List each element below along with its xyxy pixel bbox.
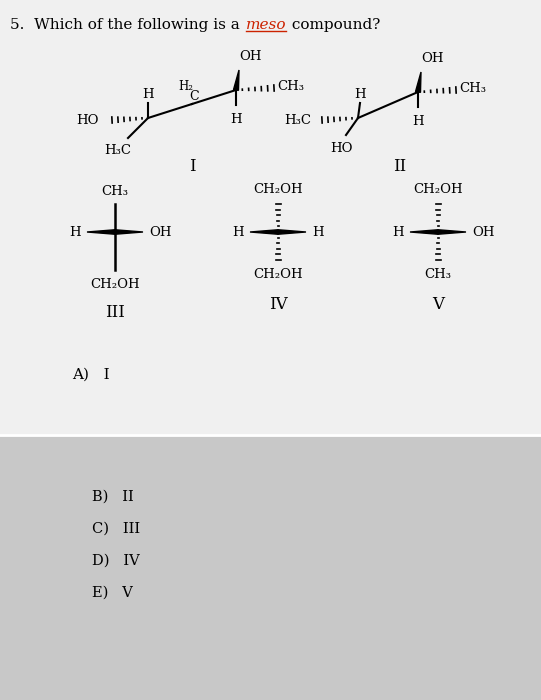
Polygon shape xyxy=(87,230,115,235)
FancyBboxPatch shape xyxy=(0,0,541,435)
FancyBboxPatch shape xyxy=(0,435,541,700)
Text: H: H xyxy=(142,88,154,101)
Text: H₃C: H₃C xyxy=(104,144,131,157)
Text: H₂: H₂ xyxy=(179,80,194,92)
Text: C)   III: C) III xyxy=(92,522,140,536)
Text: I: I xyxy=(189,158,195,175)
Text: H: H xyxy=(312,225,324,239)
Polygon shape xyxy=(115,230,143,235)
Text: D)   IV: D) IV xyxy=(92,554,140,568)
Polygon shape xyxy=(278,230,306,235)
Text: IV: IV xyxy=(269,296,287,313)
Polygon shape xyxy=(438,230,466,235)
Text: H: H xyxy=(69,225,81,239)
Text: CH₂OH: CH₂OH xyxy=(253,183,303,196)
Text: CH₃: CH₃ xyxy=(277,80,304,92)
Text: CH₂OH: CH₂OH xyxy=(90,278,140,291)
Text: C: C xyxy=(189,90,199,102)
Text: CH₃: CH₃ xyxy=(459,81,486,94)
Text: H: H xyxy=(354,88,366,101)
Text: V: V xyxy=(432,296,444,313)
Text: A)   I: A) I xyxy=(72,368,110,382)
Polygon shape xyxy=(250,230,278,235)
Text: CH₃: CH₃ xyxy=(425,268,452,281)
Text: H: H xyxy=(230,113,242,126)
Text: H₃C: H₃C xyxy=(284,113,311,127)
Text: HO: HO xyxy=(330,141,353,155)
Text: CH₂OH: CH₂OH xyxy=(253,268,303,281)
Polygon shape xyxy=(234,70,239,90)
Text: CH₂OH: CH₂OH xyxy=(413,183,463,196)
Text: H: H xyxy=(392,225,404,239)
Text: OH: OH xyxy=(239,50,261,63)
Text: OH: OH xyxy=(149,225,171,239)
Text: III: III xyxy=(105,304,125,321)
Polygon shape xyxy=(410,230,438,235)
Text: OH: OH xyxy=(472,225,494,239)
Text: H: H xyxy=(233,225,244,239)
Polygon shape xyxy=(415,72,421,92)
Text: 5.  Which of the following is a: 5. Which of the following is a xyxy=(10,18,245,32)
Text: OH: OH xyxy=(421,52,444,65)
Text: H: H xyxy=(412,115,424,128)
Text: CH₃: CH₃ xyxy=(102,185,129,198)
Text: E)   V: E) V xyxy=(92,586,133,600)
Text: II: II xyxy=(393,158,407,175)
Text: compound?: compound? xyxy=(287,18,380,32)
Text: meso: meso xyxy=(246,18,287,32)
Text: HO: HO xyxy=(76,113,98,127)
Text: B)   II: B) II xyxy=(92,490,134,504)
